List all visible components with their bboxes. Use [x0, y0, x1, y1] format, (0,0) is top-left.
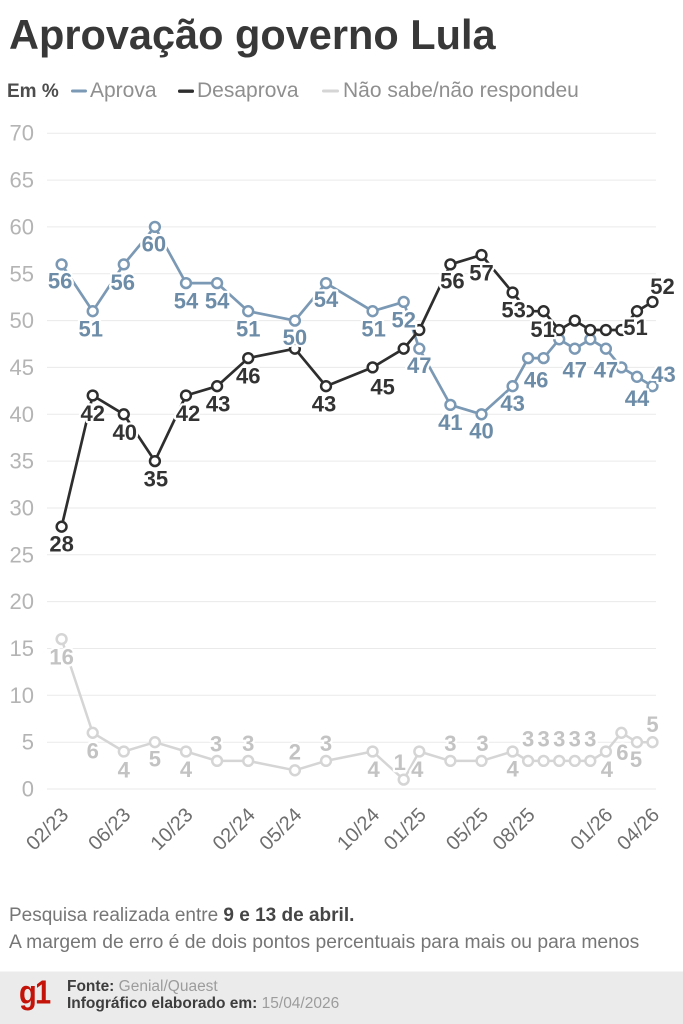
- svg-text:5: 5: [22, 730, 34, 755]
- svg-text:45: 45: [370, 374, 394, 399]
- svg-text:56: 56: [440, 268, 464, 293]
- svg-text:Não sabe/não respondeu: Não sabe/não respondeu: [343, 79, 579, 102]
- svg-text:40: 40: [469, 418, 493, 443]
- svg-text:4: 4: [118, 758, 131, 783]
- svg-text:16: 16: [49, 645, 73, 670]
- svg-text:43: 43: [500, 391, 524, 416]
- svg-text:40: 40: [113, 420, 137, 445]
- svg-text:1: 1: [394, 750, 406, 775]
- svg-text:54: 54: [314, 287, 339, 312]
- svg-text:20: 20: [10, 589, 34, 614]
- svg-text:Infográfico elaborado em: 15/0: Infográfico elaborado em: 15/04/2026: [67, 995, 339, 1012]
- svg-text:4: 4: [506, 757, 519, 782]
- svg-text:65: 65: [10, 168, 34, 193]
- svg-text:56: 56: [111, 270, 135, 295]
- svg-text:46: 46: [524, 368, 548, 393]
- svg-text:3: 3: [553, 727, 565, 752]
- svg-text:53: 53: [501, 298, 525, 323]
- svg-text:60: 60: [10, 214, 34, 239]
- svg-text:4: 4: [411, 757, 424, 782]
- svg-text:51: 51: [530, 317, 554, 342]
- svg-text:51: 51: [623, 315, 647, 340]
- svg-text:70: 70: [10, 121, 34, 146]
- svg-text:6: 6: [616, 740, 628, 765]
- svg-text:Desaprova: Desaprova: [197, 79, 299, 102]
- svg-text:6: 6: [87, 738, 99, 763]
- svg-text:Fonte: Genial/Quaest: Fonte: Genial/Quaest: [67, 978, 218, 995]
- svg-text:3: 3: [320, 731, 332, 756]
- svg-text:40: 40: [10, 402, 34, 427]
- svg-text:3: 3: [522, 727, 534, 752]
- svg-text:42: 42: [176, 401, 200, 426]
- svg-text:Em %: Em %: [7, 81, 59, 102]
- svg-text:5: 5: [149, 747, 161, 772]
- svg-text:4: 4: [601, 757, 614, 782]
- svg-text:3: 3: [242, 731, 254, 756]
- svg-text:52: 52: [650, 274, 674, 299]
- svg-text:56: 56: [48, 268, 72, 293]
- svg-text:35: 35: [10, 449, 34, 474]
- svg-text:5: 5: [646, 712, 658, 737]
- svg-text:51: 51: [78, 317, 102, 342]
- svg-text:47: 47: [594, 358, 618, 383]
- svg-text:3: 3: [476, 731, 488, 756]
- svg-text:43: 43: [206, 392, 230, 417]
- svg-text:52: 52: [391, 307, 415, 332]
- svg-text:30: 30: [10, 496, 34, 521]
- svg-text:4: 4: [367, 757, 380, 782]
- svg-text:51: 51: [361, 317, 385, 342]
- svg-text:46: 46: [236, 364, 260, 389]
- svg-text:57: 57: [469, 261, 493, 286]
- svg-text:54: 54: [174, 289, 199, 314]
- svg-text:A margem de erro é de dois pon: A margem de erro é de dois pontos percen…: [9, 932, 639, 953]
- svg-text:45: 45: [10, 355, 34, 380]
- svg-text:42: 42: [80, 401, 104, 426]
- svg-text:51: 51: [236, 317, 260, 342]
- svg-text:4: 4: [180, 757, 193, 782]
- svg-text:10: 10: [10, 683, 34, 708]
- svg-text:25: 25: [10, 542, 34, 567]
- svg-text:2: 2: [289, 739, 301, 764]
- svg-text:55: 55: [10, 261, 34, 286]
- svg-text:3: 3: [444, 731, 456, 756]
- svg-text:50: 50: [283, 325, 307, 350]
- svg-text:g1: g1: [19, 974, 51, 1011]
- svg-text:43: 43: [312, 392, 336, 417]
- svg-text:15: 15: [10, 636, 34, 661]
- svg-text:60: 60: [142, 231, 166, 256]
- svg-text:41: 41: [438, 410, 462, 435]
- svg-text:0: 0: [22, 777, 34, 802]
- svg-text:Aprovação governo Lula: Aprovação governo Lula: [9, 11, 496, 58]
- svg-text:5: 5: [630, 747, 642, 772]
- svg-text:35: 35: [144, 467, 168, 492]
- svg-text:3: 3: [210, 731, 222, 756]
- svg-text:54: 54: [205, 289, 230, 314]
- svg-text:3: 3: [584, 727, 596, 752]
- svg-text:Pesquisa realizada entre 9 e 1: Pesquisa realizada entre 9 e 13 de abril…: [9, 905, 354, 926]
- svg-text:44: 44: [625, 386, 650, 411]
- svg-text:3: 3: [537, 727, 549, 752]
- svg-text:Aprova: Aprova: [90, 79, 157, 102]
- svg-text:43: 43: [651, 362, 675, 387]
- svg-text:47: 47: [563, 358, 587, 383]
- svg-text:47: 47: [407, 353, 431, 378]
- svg-text:3: 3: [569, 727, 581, 752]
- svg-text:50: 50: [10, 308, 34, 333]
- svg-text:28: 28: [49, 532, 73, 557]
